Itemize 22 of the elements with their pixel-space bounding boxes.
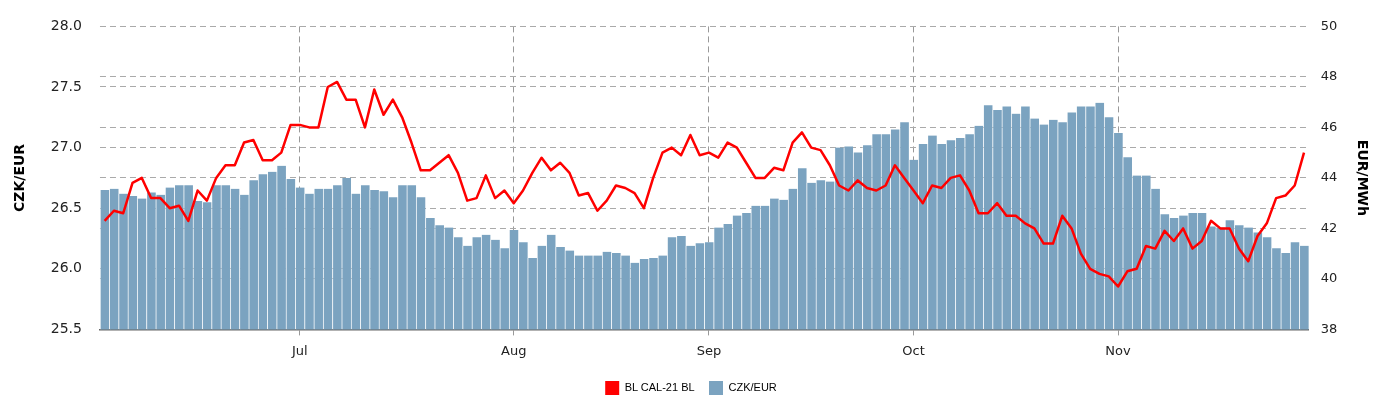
x-tick-label: Sep bbox=[696, 342, 722, 358]
y-tick-label: 26.0 bbox=[50, 259, 82, 276]
y-tick-label: 25.5 bbox=[50, 320, 82, 337]
y-tick-label: 27.5 bbox=[50, 77, 82, 94]
y-tick-label: 27.0 bbox=[50, 138, 82, 155]
y-tick-label: 26.5 bbox=[50, 198, 82, 215]
y2-tick-label: 40 bbox=[1320, 270, 1338, 286]
y-tick-label: 28.0 bbox=[50, 17, 82, 34]
x-tick-label: Nov bbox=[1105, 342, 1132, 358]
y2-tick-label: 44 bbox=[1320, 169, 1338, 185]
y2-tick-label: 50 bbox=[1320, 17, 1338, 33]
y2-tick-label: 42 bbox=[1320, 219, 1338, 235]
legend-label: BL CAL-21 BL bbox=[624, 381, 695, 394]
y2-tick-label: 38 bbox=[1320, 320, 1338, 336]
x-tick-label: Oct bbox=[902, 342, 925, 358]
y2-tick-label: 48 bbox=[1320, 68, 1338, 84]
y2-axis-title: EUR/MWh bbox=[1354, 139, 1371, 216]
y-axis-title: CZK/EUR bbox=[11, 143, 28, 212]
legend-label: CZK/EUR bbox=[728, 381, 777, 394]
y2-tick-label: 46 bbox=[1320, 118, 1338, 134]
x-tick-label: Jul bbox=[291, 342, 308, 358]
x-tick-label: Aug bbox=[501, 342, 527, 358]
